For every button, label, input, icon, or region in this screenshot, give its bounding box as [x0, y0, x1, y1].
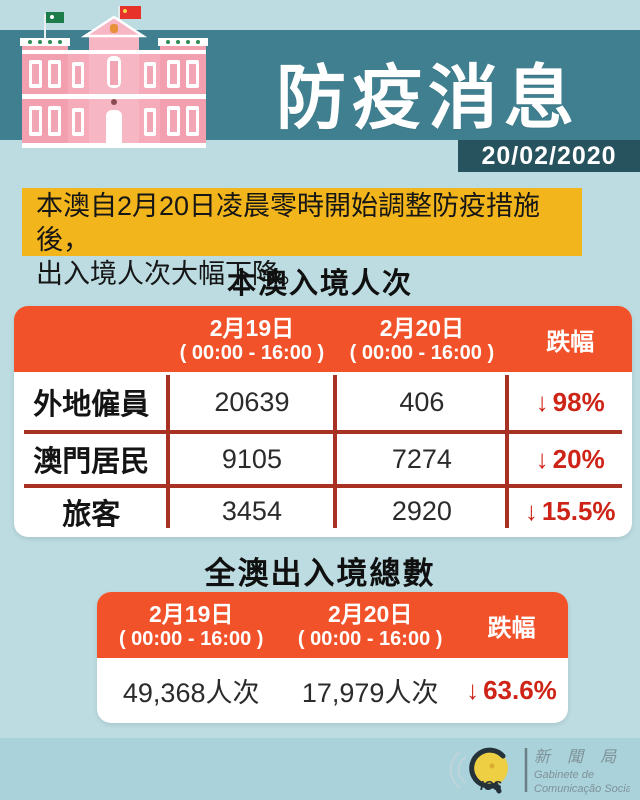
gcs-emblem-icon: ICS [469, 747, 508, 794]
value-day20: 17,979人次 [301, 678, 439, 708]
header-drop: 跌幅 [546, 328, 595, 356]
column-divider [505, 375, 509, 528]
arrivals-table-header: 2月19日 ( 00:00 - 16:00 ) 2月20日 ( 00:00 - … [14, 306, 632, 372]
header-day19: 2月19日 ( 00:00 - 16:00 ) [179, 314, 325, 364]
arrivals-table-body: 外地僱員 20639 406 ↓ 98% 澳門居民 9105 7274 ↓ 20% … [14, 372, 632, 537]
footer-band [0, 738, 640, 800]
drop-value: ↓ 20% [508, 444, 632, 475]
drop-percent: 98% [552, 386, 605, 417]
table-row: 外地僱員 20639 406 ↓ 98% [14, 372, 632, 432]
value-day19: 20639 [214, 386, 290, 417]
column-divider [333, 375, 337, 528]
section-title-totals: 全澳出入境總數 [204, 556, 436, 592]
row-label: 外地僱員 [33, 387, 150, 421]
down-arrow-icon: ↓ [466, 675, 480, 705]
china-flag-icon [120, 6, 141, 19]
row-label: 旅客 [62, 496, 121, 531]
drop-percent: 20% [552, 443, 605, 474]
drop-value: ↓ 63.6% [455, 675, 568, 706]
row-label: 澳門居民 [33, 444, 150, 478]
page-title: 防疫消息 [276, 56, 580, 139]
table-row: 澳門居民 9105 7274 ↓ 20% [14, 432, 632, 486]
down-arrow-icon: ↓ [535, 443, 549, 474]
value-day19: 3454 [221, 496, 282, 526]
agency-name-pt-2: Comunicação Social [534, 783, 630, 795]
section-title-arrivals: 本澳入境人次 [226, 266, 413, 300]
value-day20: 406 [399, 386, 445, 417]
row-divider [24, 484, 622, 488]
gcs-logo: ICS 新 聞 局 Gabinete de Comunicação Social [449, 747, 630, 795]
header-day20: 2月20日 ( 00:00 - 16:00 ) [349, 314, 495, 364]
totals-table-body: 49,368人次 17,979人次 ↓ 63.6% [97, 658, 568, 723]
logo-acronym: ICS [480, 778, 502, 793]
table-row: 旅客 3454 2920 ↓ 15.5% [14, 486, 632, 537]
notice-line-1: 本澳自2月20日凌晨零時開始調整防疫措施後， [36, 191, 541, 255]
drop-percent: 15.5% [541, 496, 616, 526]
value-day20: 7274 [391, 443, 452, 474]
agency-name-pt-1: Gabinete de [534, 769, 594, 781]
flagpole-left [44, 14, 46, 52]
totals-table-header: 2月19日 ( 00:00 - 16:00 ) 2月20日 ( 00:00 - … [97, 592, 568, 658]
value-day20: 2920 [391, 496, 452, 526]
column-divider [166, 375, 170, 528]
header-drop: 跌幅 [487, 614, 536, 642]
drop-percent: 63.6% [483, 675, 557, 705]
value-day19: 49,368人次 [122, 678, 260, 708]
totals-table: 2月19日 ( 00:00 - 16:00 ) 2月20日 ( 00:00 - … [97, 592, 568, 723]
header-day19: 2月19日 ( 00:00 - 16:00 ) [118, 600, 264, 650]
notice-banner: 本澳自2月20日凌晨零時開始調整防疫措施後， 出入境人次大幅下降。 [22, 188, 582, 289]
down-arrow-icon: ↓ [535, 386, 549, 417]
sound-wave-icon [449, 751, 467, 789]
notice-line-2: 出入境人次大幅下降。 [36, 259, 306, 289]
arrivals-table: 2月19日 ( 00:00 - 16:00 ) 2月20日 ( 00:00 - … [14, 306, 632, 537]
date-badge: 20/02/2020 [458, 140, 640, 172]
drop-value: ↓ 15.5% [508, 496, 632, 527]
header-day20: 2月20日 ( 00:00 - 16:00 ) [297, 600, 443, 650]
drop-value: ↓ 98% [508, 387, 632, 418]
down-arrow-icon: ↓ [524, 496, 538, 526]
row-divider [24, 430, 622, 434]
agency-name-cn: 新 聞 局 [534, 747, 622, 766]
government-building-illustration [20, 6, 208, 148]
building-facade [20, 15, 208, 148]
macau-flag-icon [46, 12, 64, 23]
value-day19: 9105 [221, 443, 282, 474]
